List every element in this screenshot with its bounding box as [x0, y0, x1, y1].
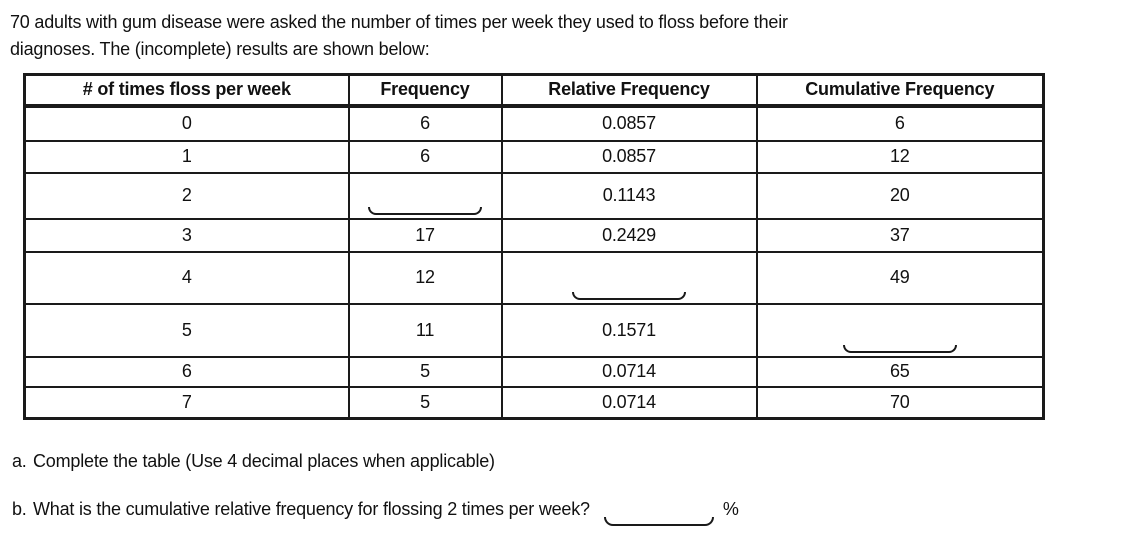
col-header-relative-frequency: Relative Frequency: [500, 73, 758, 108]
cell-cumulative-frequency: [755, 302, 1045, 358]
cell-relative-frequency: 0.0857: [500, 139, 758, 174]
answer-blank-line: [572, 291, 686, 300]
question-b: b. What is the cumulative relative freque…: [12, 499, 1128, 526]
problem-statement-line2: diagnoses. The (incomplete) results are …: [10, 39, 430, 59]
question-a: a. Complete the table (Use 4 decimal plac…: [12, 451, 1128, 472]
problem-statement: 70 adults with gum disease were asked th…: [10, 9, 1128, 63]
col-header-cumulative-frequency: Cumulative Frequency: [755, 73, 1045, 108]
cell-relative-frequency: 0.0714: [500, 355, 758, 388]
cell-cumulative-frequency: 20: [755, 171, 1045, 220]
cell-times: 5: [23, 302, 350, 358]
cell-relative-frequency: [500, 250, 758, 305]
cell-relative-frequency: 0.2429: [500, 217, 758, 253]
cell-times: 1: [23, 139, 350, 174]
answer-blank-line: [842, 344, 957, 353]
cell-times: 0: [23, 104, 350, 142]
table-row: 4 12 49: [23, 250, 1045, 305]
problem-statement-line1: 70 adults with gum disease were asked th…: [10, 12, 788, 32]
table-row: 7 5 0.0714 70: [23, 385, 1045, 420]
table-header-row: # of times floss per week Frequency Rela…: [23, 73, 1045, 108]
cell-frequency: 5: [347, 385, 503, 420]
cell-cumulative-frequency: 6: [755, 104, 1045, 142]
table-row: 1 6 0.0857 12: [23, 139, 1045, 174]
frequency-table: # of times floss per week Frequency Rela…: [23, 73, 1045, 420]
cell-frequency: 6: [347, 104, 503, 142]
table-row: 0 6 0.0857 6: [23, 104, 1045, 142]
answer-blank-line: [603, 517, 714, 526]
cell-times: 4: [23, 250, 350, 305]
question-a-text: Complete the table (Use 4 decimal places…: [33, 451, 495, 471]
cell-relative-frequency: 0.1143: [500, 171, 758, 220]
table-row: 5 11 0.1571: [23, 302, 1045, 358]
cell-cumulative-frequency: 49: [755, 250, 1045, 305]
question-a-label: a.: [12, 451, 27, 471]
cell-relative-frequency: 0.1571: [500, 302, 758, 358]
cell-frequency: 6: [347, 139, 503, 174]
question-b-label: b.: [12, 499, 27, 519]
cell-frequency: 17: [347, 217, 503, 253]
col-header-frequency: Frequency: [347, 73, 503, 108]
answer-blank-line: [368, 206, 482, 215]
cell-times: 7: [23, 385, 350, 420]
cell-cumulative-frequency: 37: [755, 217, 1045, 253]
cell-times: 3: [23, 217, 350, 253]
worksheet-page: 70 adults with gum disease were asked th…: [0, 9, 1128, 556]
cell-frequency: [347, 171, 503, 220]
cell-times: 2: [23, 171, 350, 220]
cell-frequency: 12: [347, 250, 503, 305]
percent-sign: %: [722, 499, 739, 519]
question-b-text: What is the cumulative relative frequenc…: [33, 499, 590, 519]
cell-cumulative-frequency: 12: [755, 139, 1045, 174]
cell-cumulative-frequency: 70: [755, 385, 1045, 420]
table-row: 2 0.1143 20: [23, 171, 1045, 220]
table-row: 3 17 0.2429 37: [23, 217, 1045, 253]
cell-relative-frequency: 0.0714: [500, 385, 758, 420]
cell-relative-frequency: 0.0857: [500, 104, 758, 142]
cell-frequency: 11: [347, 302, 503, 358]
cell-frequency: 5: [347, 355, 503, 388]
cell-cumulative-frequency: 65: [755, 355, 1045, 388]
cell-times: 6: [23, 355, 350, 388]
col-header-times-floss: # of times floss per week: [23, 73, 350, 108]
table-row: 6 5 0.0714 65: [23, 355, 1045, 388]
